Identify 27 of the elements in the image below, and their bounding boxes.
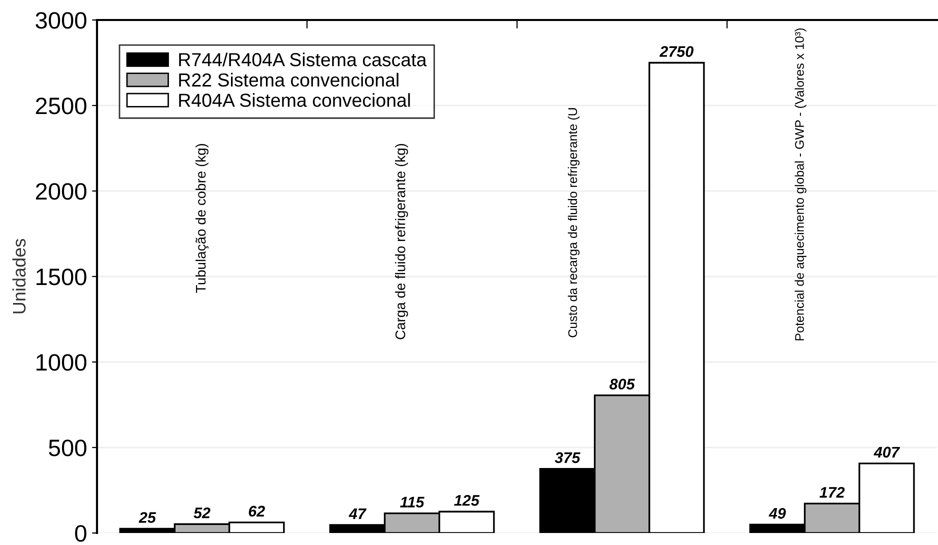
data-label: 172 xyxy=(820,486,845,498)
data-label: 125 xyxy=(454,495,480,506)
x-tick-label: Custo da recarga de fluido refrigerante (U xyxy=(568,108,580,338)
data-label: 62 xyxy=(248,506,265,517)
y-tick-label: 1000 xyxy=(36,354,86,371)
y-tick-label: 2500 xyxy=(36,98,86,114)
data-label: 47 xyxy=(348,508,367,520)
data-label: 115 xyxy=(400,496,424,508)
y-tick-label: 0 xyxy=(75,525,86,542)
x-tick-label: Potencial de aquecimento global - GWP - (Valores x 10³) xyxy=(794,28,806,340)
legend-label: R22 Sistema convencional xyxy=(179,72,398,87)
y-tick-label: 500 xyxy=(48,440,86,456)
data-label: 2750 xyxy=(659,46,694,57)
x-tick-label: Carga de fluido refrigerante (kg) xyxy=(395,144,408,340)
y-tick-label: 1500 xyxy=(36,268,86,286)
data-label: 805 xyxy=(609,378,635,390)
legend-label: R744/R404A Sistema cascata xyxy=(179,52,427,66)
y-tick-label: 2000 xyxy=(36,183,86,200)
y-axis-title: Unidades xyxy=(12,239,26,314)
data-label: 49 xyxy=(768,508,786,519)
data-label: 52 xyxy=(194,507,210,518)
data-label: 25 xyxy=(138,512,156,523)
x-tick-label: Tubulação de cobre (kg) xyxy=(196,144,209,293)
y-tick-label: 3000 xyxy=(36,12,86,29)
data-label: 375 xyxy=(554,452,580,464)
data-label: 407 xyxy=(874,446,900,458)
legend-label: R404A Sistema convecional xyxy=(179,93,410,107)
